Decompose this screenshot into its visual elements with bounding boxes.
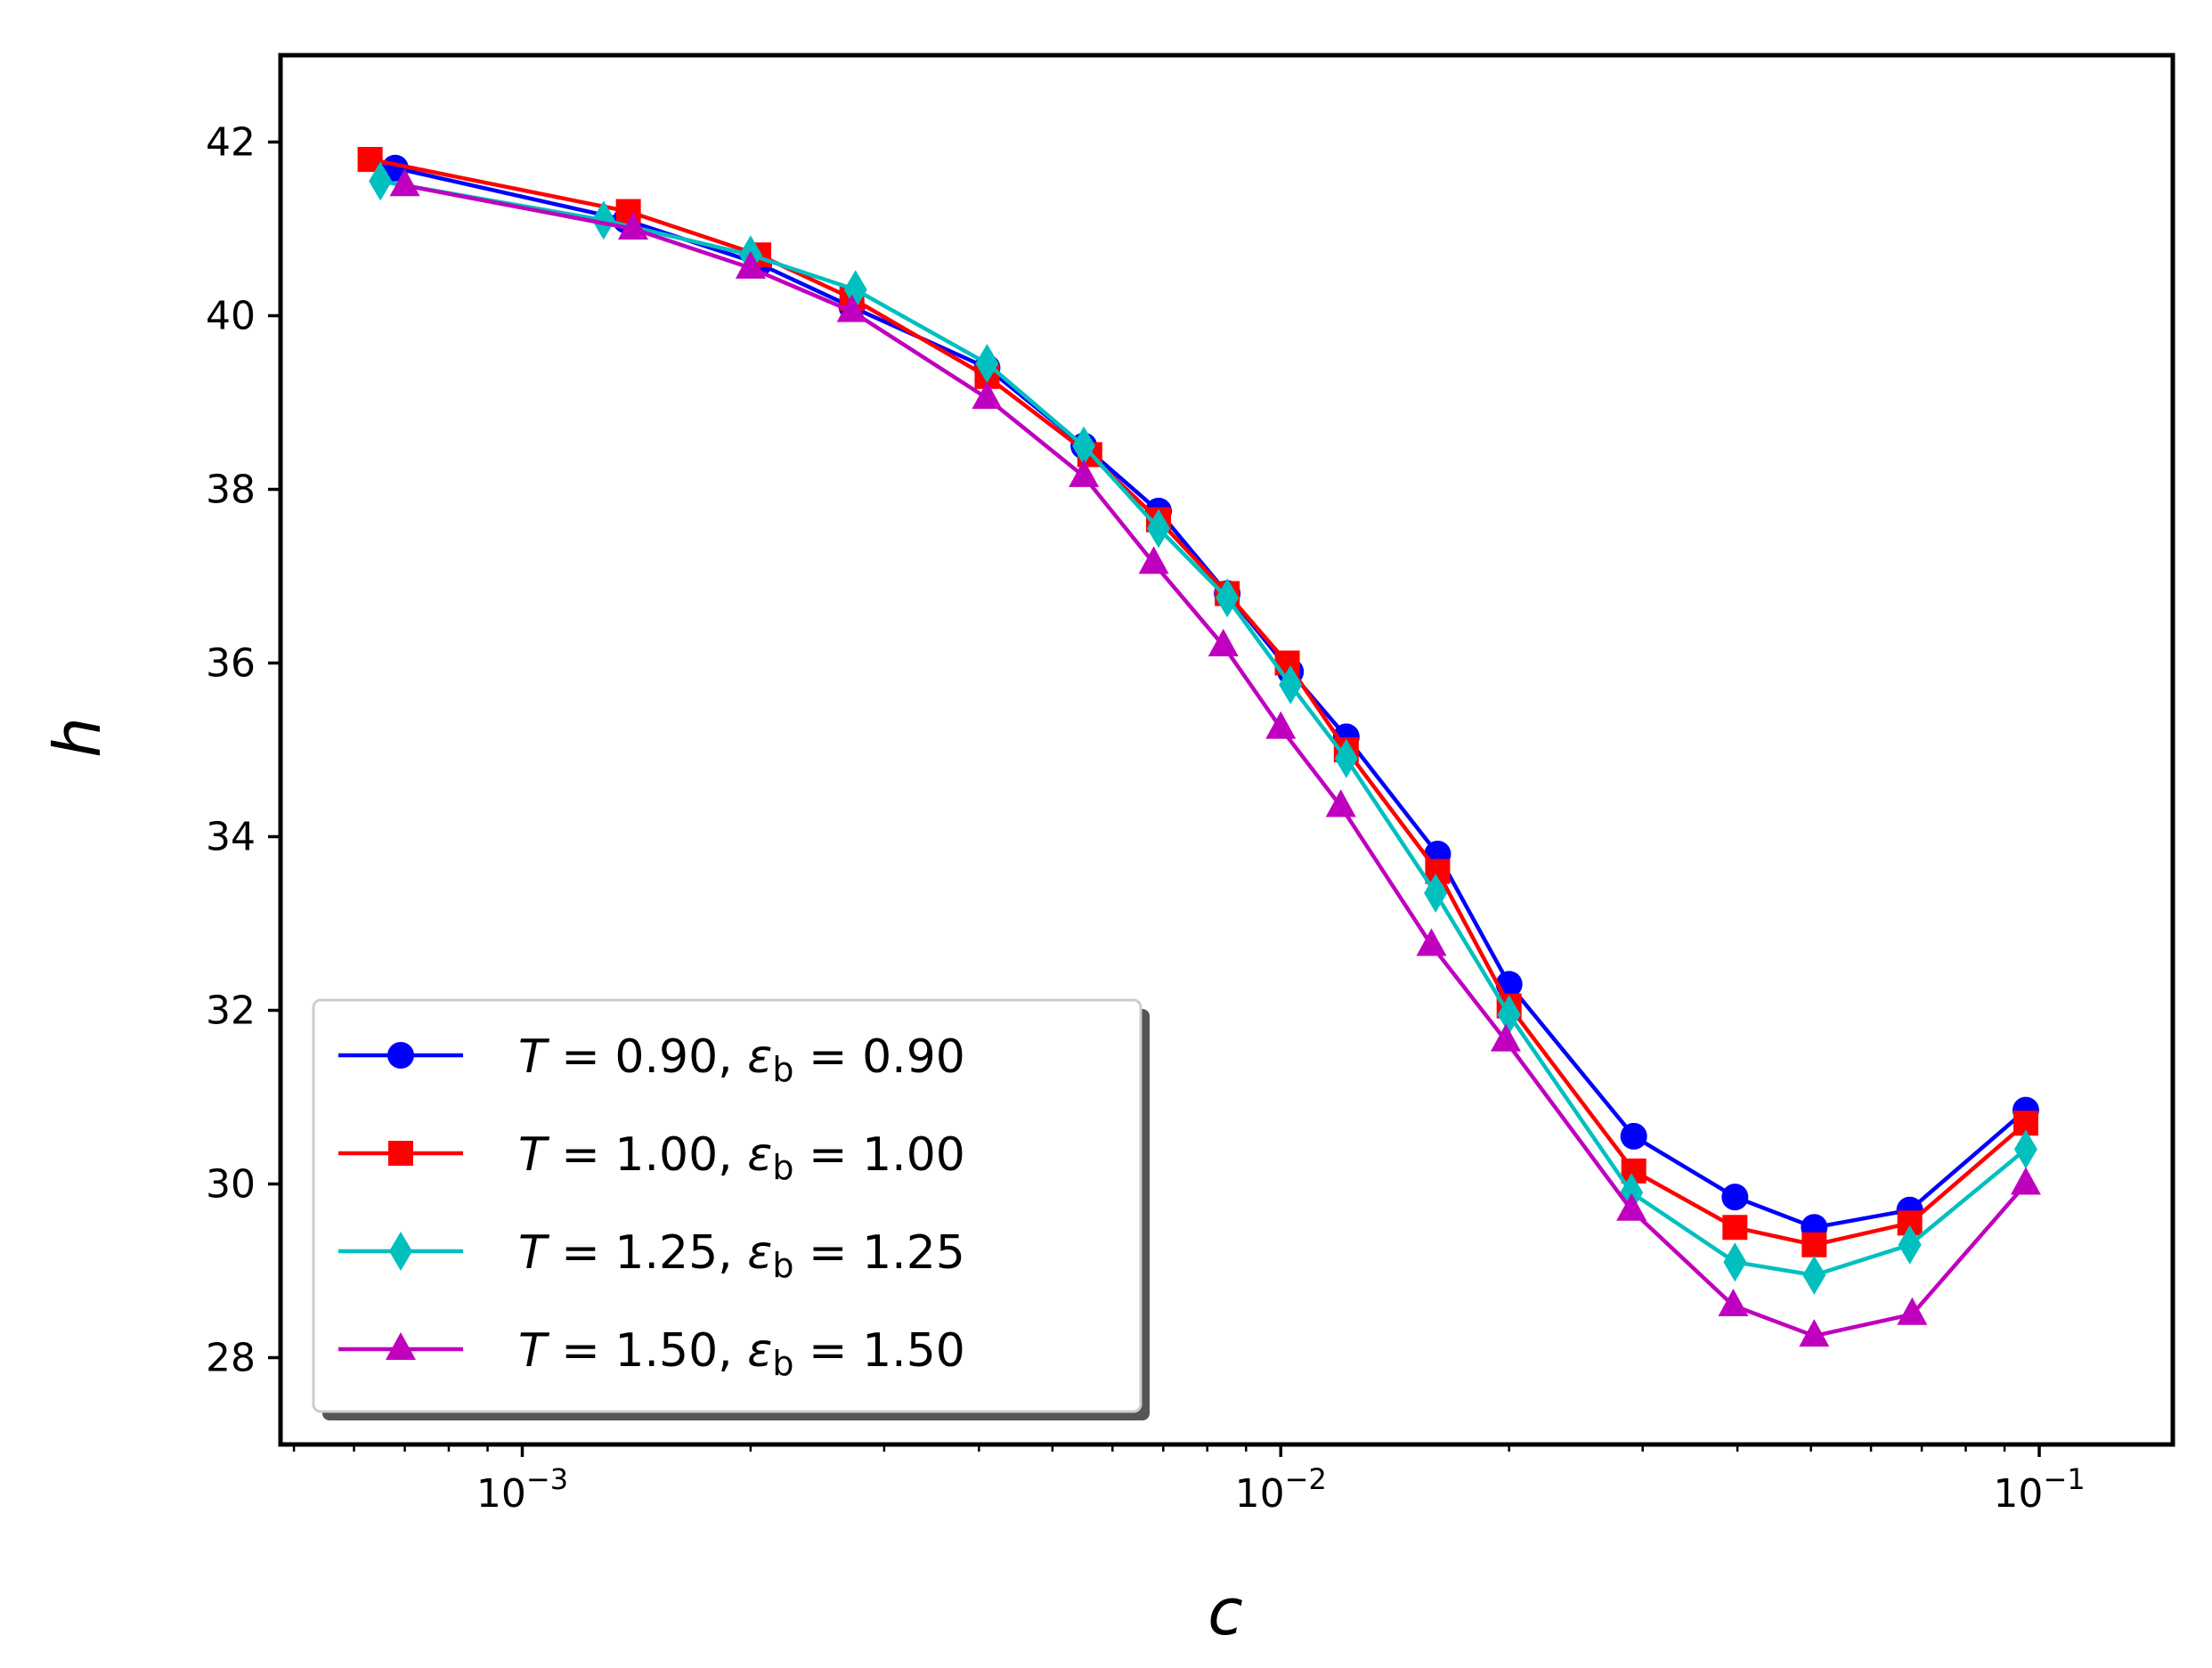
legend-entry: T = 1.25, εb = 1.25	[338, 1226, 965, 1285]
data-point	[1898, 1225, 1922, 1265]
data-point	[1799, 1319, 1830, 1347]
data-point	[617, 212, 648, 240]
data-point	[387, 1042, 414, 1069]
data-point	[1265, 711, 1297, 739]
y-tick-label: 34	[206, 815, 256, 860]
legend-entry: T = 0.90, εb = 0.90	[338, 1030, 965, 1089]
series-layer	[357, 147, 2041, 1347]
legend-label: T = 0.90, εb = 0.90	[518, 1030, 965, 1089]
data-point	[2013, 1129, 2037, 1169]
y-axis-label: h	[40, 717, 115, 758]
data-point	[369, 161, 393, 201]
data-point	[1802, 1255, 1826, 1295]
legend-box	[312, 998, 1143, 1413]
data-point	[1620, 1122, 1647, 1150]
axes-layer: 28 30 32 34 36 38 40 42 10−3 10−2 10−1	[206, 53, 2175, 1517]
data-point	[1416, 928, 1447, 956]
legend-label: T = 1.25, εb = 1.25	[518, 1226, 965, 1285]
data-point	[972, 381, 1003, 410]
data-point	[2010, 1167, 2041, 1195]
x-axis-label: c	[1208, 1574, 1243, 1649]
legend: T = 0.90, εb = 0.90 T = 1.00, εb = 1.00 T …	[312, 998, 1150, 1420]
data-point	[1424, 873, 1448, 913]
y-tick-label: 30	[206, 1162, 256, 1208]
data-point	[1721, 1184, 1749, 1211]
data-point	[1490, 1023, 1521, 1052]
data-point	[388, 1141, 413, 1166]
legend-label: T = 1.50, εb = 1.50	[518, 1324, 965, 1383]
y-tick-label: 28	[206, 1336, 256, 1381]
x-tick-label: 10−2	[1235, 1462, 1327, 1517]
y-tick-label: 38	[206, 468, 256, 513]
data-point	[1723, 1242, 1747, 1282]
data-point	[1208, 629, 1239, 656]
series	[389, 168, 2041, 1347]
data-point	[1334, 738, 1358, 778]
data-point	[1722, 1215, 1748, 1241]
data-point	[1072, 426, 1096, 466]
y-tick-label: 40	[206, 294, 256, 339]
data-point	[1718, 1289, 1749, 1316]
data-point	[1897, 1297, 1928, 1325]
data-point	[1801, 1232, 1827, 1257]
data-point	[735, 250, 766, 279]
plot-frame	[278, 53, 2175, 1447]
data-point	[1497, 995, 1521, 1035]
y-tick-label: 42	[206, 120, 256, 166]
data-point	[1279, 664, 1303, 704]
data-point	[1325, 789, 1356, 818]
x-tick-label: 10−3	[476, 1462, 568, 1517]
data-point	[389, 168, 420, 197]
data-point	[1138, 546, 1169, 574]
legend-entry: T = 1.50, εb = 1.50	[338, 1324, 965, 1383]
x-tick-label: 10−1	[1993, 1462, 2085, 1517]
series	[369, 161, 2037, 1295]
data-point	[389, 1232, 412, 1271]
y-tick-label: 36	[206, 641, 256, 687]
legend-entry: T = 1.00, εb = 1.00	[338, 1128, 965, 1187]
data-point	[1216, 578, 1240, 618]
data-point	[386, 1332, 416, 1360]
data-point	[1069, 459, 1100, 487]
data-point	[1616, 1192, 1647, 1221]
data-point	[975, 344, 999, 384]
data-point	[1146, 509, 1170, 549]
data-point	[836, 294, 867, 322]
y-tick-label: 32	[206, 989, 256, 1034]
data-point	[591, 200, 615, 240]
legend-label: T = 1.00, εb = 1.00	[518, 1128, 965, 1187]
